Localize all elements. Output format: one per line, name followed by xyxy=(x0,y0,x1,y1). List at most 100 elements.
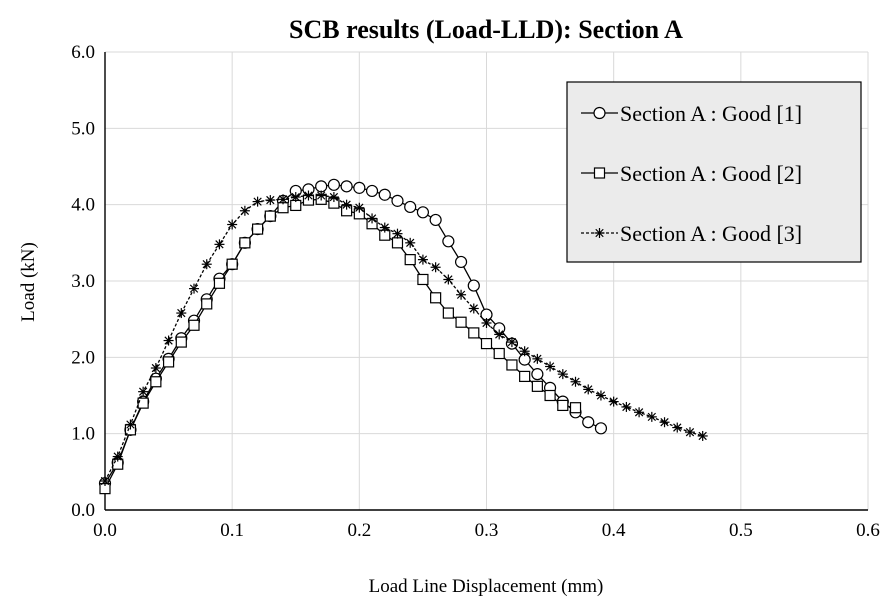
data-point xyxy=(252,196,263,207)
legend: Section A : Good [1] Section A : Good [2]… xyxy=(566,81,862,263)
data-point xyxy=(430,292,442,304)
data-point xyxy=(290,192,301,203)
data-point xyxy=(582,416,595,429)
data-point xyxy=(659,417,670,428)
y-tick-label: 2.0 xyxy=(71,347,95,368)
data-point xyxy=(327,178,340,191)
data-point xyxy=(315,180,328,193)
data-point xyxy=(594,422,608,435)
series-lines xyxy=(98,178,708,495)
legend-item: Section A : Good [2] xyxy=(581,161,802,186)
data-point xyxy=(227,219,238,230)
data-point xyxy=(367,213,378,224)
y-axis-title: Load (kN) xyxy=(18,242,39,322)
data-point xyxy=(252,223,264,235)
data-point xyxy=(316,190,327,201)
data-point xyxy=(150,376,162,388)
y-tick-label: 0.0 xyxy=(71,500,95,521)
x-tick-label: 0.5 xyxy=(729,520,753,541)
data-point xyxy=(239,205,250,216)
data-point xyxy=(188,319,200,331)
data-point xyxy=(138,386,149,397)
legend-marker-sample xyxy=(593,106,606,120)
legend-marker-sample xyxy=(593,167,606,179)
y-tick-label: 4.0 xyxy=(71,195,95,216)
x-tick-label: 0.1 xyxy=(220,520,244,541)
data-point xyxy=(506,337,517,348)
data-point xyxy=(404,254,416,266)
data-point xyxy=(365,184,379,198)
data-point xyxy=(303,190,314,201)
y-tick-label: 6.0 xyxy=(71,42,95,63)
data-point xyxy=(404,200,417,214)
data-point xyxy=(340,180,353,193)
data-point xyxy=(354,202,365,213)
data-point xyxy=(162,356,175,368)
x-tick-label: 0.3 xyxy=(475,520,499,541)
data-point xyxy=(519,346,530,357)
data-point xyxy=(468,303,479,314)
data-point xyxy=(405,237,416,248)
data-point xyxy=(494,329,505,340)
x-tick-label: 0.0 xyxy=(93,520,117,541)
data-point xyxy=(531,380,543,392)
data-point xyxy=(417,273,429,286)
data-point xyxy=(100,475,110,486)
data-point xyxy=(443,274,454,285)
data-point xyxy=(557,399,569,412)
data-point xyxy=(391,237,404,249)
y-tick-label: 5.0 xyxy=(71,118,95,139)
data-point xyxy=(278,194,289,205)
data-point xyxy=(213,277,226,289)
data-point xyxy=(201,259,212,270)
data-point xyxy=(416,206,430,219)
data-point xyxy=(442,235,455,248)
series-3 xyxy=(100,190,708,486)
data-point xyxy=(353,181,366,194)
data-point xyxy=(328,192,339,203)
data-point xyxy=(684,427,695,438)
data-point xyxy=(430,262,441,273)
data-point xyxy=(341,199,352,210)
data-point xyxy=(112,451,123,462)
data-point xyxy=(455,316,467,328)
data-point xyxy=(531,368,544,381)
data-point xyxy=(570,376,581,387)
data-point xyxy=(201,298,213,310)
data-point xyxy=(379,222,390,233)
data-point xyxy=(506,359,518,371)
data-point xyxy=(493,347,505,360)
data-point xyxy=(417,254,428,265)
data-point xyxy=(544,389,556,402)
data-point xyxy=(646,411,657,422)
legend-label: Section A : Good [2] xyxy=(620,161,802,186)
data-point xyxy=(392,228,403,239)
data-point xyxy=(621,401,632,412)
series-1 xyxy=(98,178,608,490)
legend-label: Section A : Good [3] xyxy=(620,221,802,246)
y-tick-label: 3.0 xyxy=(71,271,95,292)
data-point xyxy=(583,384,594,395)
legend-box xyxy=(566,81,862,263)
data-point xyxy=(125,419,136,430)
data-point xyxy=(557,369,568,380)
data-point xyxy=(214,239,225,250)
data-point xyxy=(264,210,276,222)
data-point xyxy=(481,317,492,328)
axes xyxy=(104,52,868,511)
data-point xyxy=(672,422,683,433)
data-point xyxy=(391,194,404,207)
x-tick-label: 0.4 xyxy=(602,520,626,541)
data-point xyxy=(175,336,187,348)
x-tick-label: 0.2 xyxy=(347,520,371,541)
data-point xyxy=(480,337,493,350)
data-point xyxy=(545,361,556,372)
data-point xyxy=(608,396,619,407)
legend-label: Section A : Good [1] xyxy=(620,101,802,126)
x-axis-ticks: 0.0 0.1 0.2 0.3 0.4 0.5 0.6 xyxy=(93,520,880,541)
data-point xyxy=(189,283,200,294)
data-point xyxy=(519,370,531,383)
data-point xyxy=(634,407,645,418)
data-point xyxy=(532,353,543,364)
